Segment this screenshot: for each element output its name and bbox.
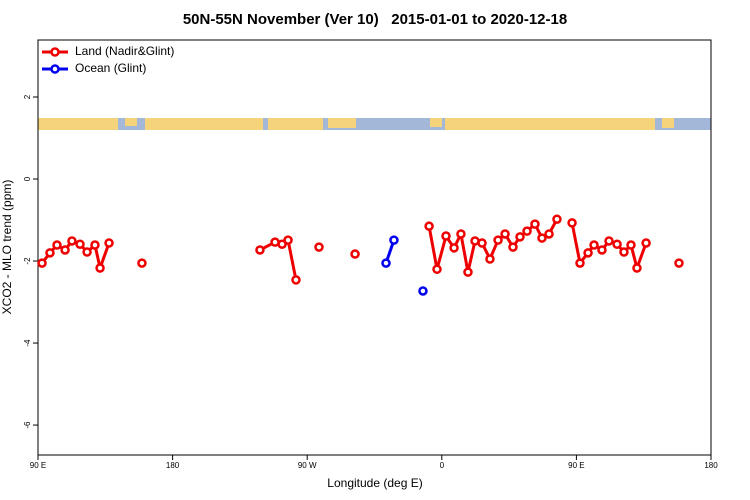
series-line: [42, 219, 679, 280]
data-point: [567, 218, 577, 228]
data-point: [75, 239, 85, 249]
y-tick-label: 2: [23, 94, 32, 99]
data-point: [522, 226, 532, 236]
data-point: [45, 248, 55, 258]
x-tick-label: 180: [704, 461, 718, 470]
chart-title: 50N-55N November (Ver 10) 2015-01-01 to …: [183, 11, 567, 28]
data-point: [537, 233, 547, 243]
data-point: [500, 229, 510, 239]
data-point: [530, 219, 540, 229]
data-point: [67, 236, 77, 246]
data-point: [389, 235, 399, 245]
data-point: [283, 235, 293, 245]
data-point: [95, 263, 105, 273]
data-point: [463, 267, 473, 277]
data-point: [477, 238, 487, 248]
data-point: [674, 258, 684, 268]
y-axis-label: XCO2 - MLO trend (ppm): [0, 180, 14, 315]
data-point: [552, 214, 562, 224]
data-point: [626, 240, 636, 250]
data-point: [441, 231, 451, 241]
data-point: [515, 232, 525, 242]
legend-marker: [50, 47, 60, 57]
data-point: [449, 243, 459, 253]
data-point: [597, 245, 607, 255]
y-tick-label: -4: [23, 339, 32, 347]
data-point: [544, 229, 554, 239]
data-point: [52, 240, 62, 250]
plot-frame: [37, 39, 712, 456]
data-point: [350, 249, 360, 259]
data-point: [277, 239, 287, 249]
data-point: [381, 258, 391, 268]
data-point: [619, 247, 629, 257]
x-tick-label: 90 W: [298, 461, 317, 470]
y-tick-label: -2: [23, 257, 32, 265]
data-point: [82, 247, 92, 257]
data-point: [632, 263, 642, 273]
y-tick-label: -6: [23, 421, 32, 429]
legend-label: Ocean (Glint): [75, 61, 146, 75]
series-line: [386, 240, 423, 291]
data-point: [418, 286, 428, 296]
x-tick-label: 180: [166, 461, 180, 470]
data-point: [493, 235, 503, 245]
data-point: [432, 264, 442, 274]
data-point: [37, 258, 47, 268]
data-point: [255, 245, 265, 255]
data-point: [424, 221, 434, 231]
data-point: [604, 236, 614, 246]
map-strip: [38, 118, 711, 130]
data-point: [90, 240, 100, 250]
data-point: [60, 245, 70, 255]
data-point: [314, 242, 324, 252]
y-tick-label: 0: [23, 176, 32, 181]
data-point: [137, 258, 147, 268]
legend-marker: [50, 64, 60, 74]
data-point: [485, 254, 495, 264]
data-point: [508, 242, 518, 252]
x-tick-label: 90 E: [568, 461, 584, 470]
data-point: [583, 248, 593, 258]
x-axis-label: Longitude (deg E): [327, 476, 422, 490]
data-point: [456, 229, 466, 239]
data-point: [575, 258, 585, 268]
legend-label: Land (Nadir&Glint): [75, 44, 174, 58]
data-point: [291, 275, 301, 285]
data-point: [589, 240, 599, 250]
data-point: [612, 239, 622, 249]
x-tick-label: 0: [440, 461, 445, 470]
data-point: [104, 238, 114, 248]
x-tick-label: 90 E: [30, 461, 46, 470]
data-point: [641, 238, 651, 248]
